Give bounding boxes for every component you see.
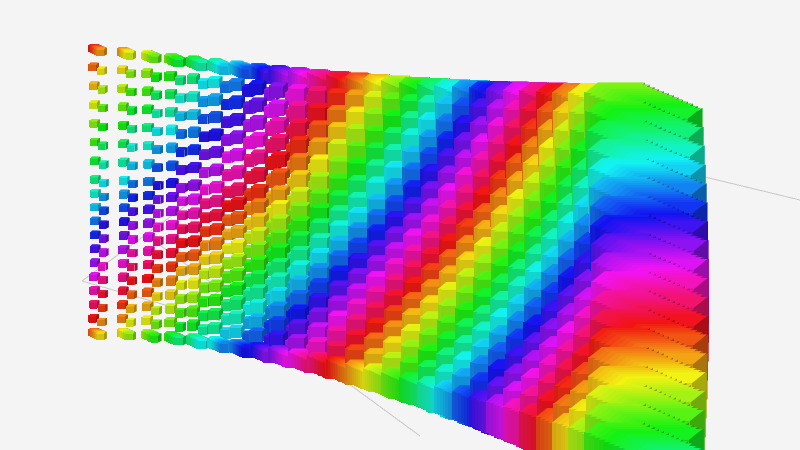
scatter-cube-marker — [152, 145, 162, 154]
scatter-cube-marker — [176, 238, 187, 248]
scatter-cube-marker — [98, 290, 107, 299]
scatter-cube-marker — [98, 276, 107, 285]
scatter-cube-marker — [175, 111, 186, 121]
scatter-cube-marker — [98, 141, 107, 150]
scatter-cube-marker — [177, 224, 188, 234]
scatter-cube-marker — [98, 85, 107, 94]
scatter-cube-marker — [98, 123, 107, 132]
scatter-cube-marker — [153, 222, 163, 231]
scatter-cube-marker — [152, 163, 162, 172]
scatter-cube-marker — [153, 209, 163, 218]
scatter-cube-marker — [97, 318, 106, 327]
scatter-cube-marker — [176, 280, 187, 290]
scatter-cube-marker — [99, 220, 108, 229]
scatter-cube-marker — [99, 193, 108, 202]
scatter-cube-marker — [176, 129, 187, 139]
scatter-cube-marker — [99, 234, 108, 243]
scatter-cube-marker — [151, 319, 161, 328]
scatter-cube-marker — [128, 180, 137, 189]
scatter-cube-marker — [152, 250, 162, 259]
scatter-cube-marker — [99, 160, 108, 169]
scatter-cube-marker — [99, 248, 108, 257]
scatter-cube-marker — [97, 331, 106, 340]
scatter-cube-marker — [175, 93, 186, 103]
scatter-cube-marker — [175, 322, 186, 332]
scatter-cube-marker — [151, 90, 161, 99]
scatter-cube-marker — [153, 195, 163, 204]
scatter-cube-marker — [175, 75, 186, 85]
scatter-cube-marker — [152, 292, 162, 301]
scatter-cube-marker — [152, 278, 162, 287]
scatter-cube-marker — [128, 235, 137, 244]
scatter-cube-marker — [127, 249, 136, 258]
scatter-cube-marker — [175, 294, 186, 304]
scatter-cube-marker — [126, 318, 135, 327]
scatter-cube-marker — [98, 104, 107, 113]
scatter-cube-marker — [151, 333, 161, 342]
scatter-cube-marker — [127, 290, 136, 299]
scatter-cube-marker — [99, 179, 108, 188]
scatter-cube-marker — [126, 332, 135, 341]
scatter-cube-marker — [153, 181, 163, 190]
scatter-cube-marker — [98, 262, 107, 271]
scatter-cube-marker — [126, 51, 135, 60]
scatter-cube-marker — [153, 236, 163, 245]
scatter-cube-marker — [175, 308, 186, 318]
scatter-cube-marker — [176, 252, 187, 262]
scatter-cube-marker — [127, 143, 136, 152]
scatter-cube-marker — [151, 72, 161, 81]
scatter-cube-marker — [152, 264, 162, 273]
scatter-cube-marker — [176, 165, 187, 175]
scatter-cube-marker — [152, 127, 162, 136]
scatter-cube-marker — [174, 57, 185, 67]
scatter-cube-marker — [177, 196, 188, 206]
scatter-cube-marker — [126, 69, 135, 78]
scatter-cube-marker — [152, 109, 162, 118]
scatter-cube-marker — [126, 304, 135, 313]
scatter-cube-marker — [97, 47, 106, 56]
scatter-cube-marker — [176, 183, 187, 193]
scatter-cube-marker — [127, 263, 136, 272]
scatter-cube-marker — [127, 125, 136, 134]
scatter-cube-marker — [177, 210, 188, 220]
scatter-cube-marker — [97, 66, 106, 75]
scatter-cube-marker — [127, 161, 136, 170]
scatter-cube-marker — [176, 147, 187, 157]
scatter-cube-marker — [128, 193, 137, 202]
scatter-cube-marker — [98, 304, 107, 313]
scatter-cube-marker — [176, 266, 187, 276]
scatter-cube-marker — [126, 88, 135, 97]
scatter-cube-marker — [127, 106, 136, 115]
scatter-cube-marker — [128, 207, 137, 216]
scatter-cube-marker — [127, 276, 136, 285]
scatter-cube-marker — [174, 335, 185, 345]
scatter-cube-marker — [99, 206, 108, 215]
scatter-cube-marker — [151, 54, 161, 63]
scatter-cube-marker — [151, 306, 161, 315]
scatter-cube-marker — [128, 221, 137, 230]
